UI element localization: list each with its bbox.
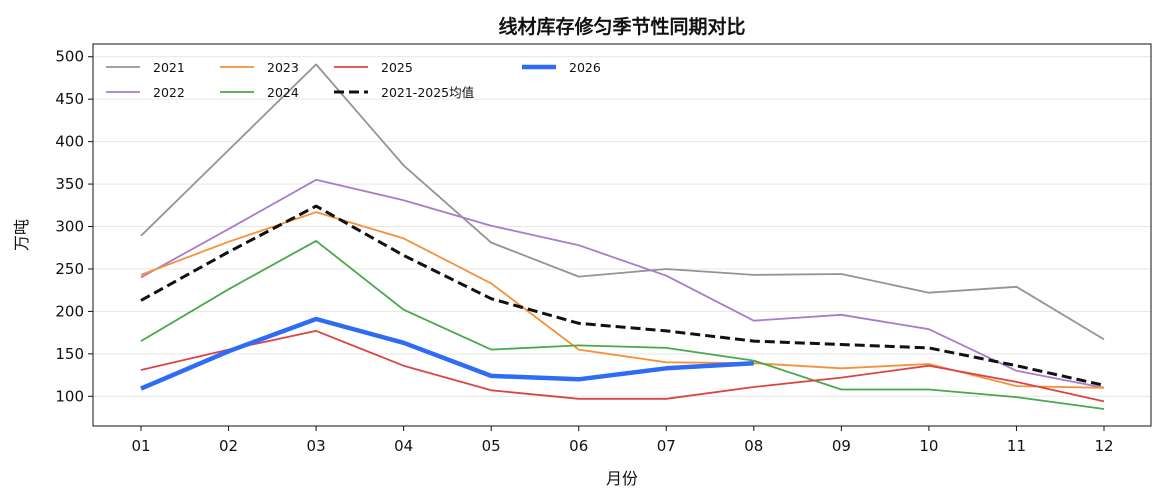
legend-label: 2025 [381, 60, 413, 75]
series-line-2026 [140, 316, 754, 391]
gridlines [93, 56, 1151, 397]
y-axis-label: 万吨 [12, 219, 31, 251]
x-tick-label: 05 [482, 437, 501, 455]
y-tick-label: 150 [55, 345, 84, 363]
y-axis: 100 150 200 250 300 350 400 450 500 [55, 48, 93, 405]
series-line-2025 [140, 329, 1105, 403]
series-line-2024 [140, 239, 1105, 410]
y-tick-label: 350 [55, 175, 84, 193]
x-tick-label: 04 [394, 437, 413, 455]
y-tick-label: 300 [55, 218, 84, 236]
x-tick-label: 09 [832, 437, 851, 455]
legend-label: 2023 [267, 60, 299, 75]
y-tick-label: 200 [55, 302, 84, 320]
x-tick-label: 03 [307, 437, 326, 455]
x-tick-label: 06 [569, 437, 588, 455]
x-tick-label: 10 [919, 437, 938, 455]
series-line-2021 [140, 63, 1105, 341]
legend: 2021 2022 2023 2024 2025 2021-2025均值 2026 [106, 60, 601, 100]
x-tick-label: 11 [1007, 437, 1026, 455]
x-tick-label: 07 [657, 437, 676, 455]
series-lines [140, 63, 1105, 410]
legend-label: 2021-2025均值 [381, 85, 474, 100]
plot-area-frame [92, 43, 1152, 427]
legend-label: 2021 [153, 60, 185, 75]
legend-label: 2026 [569, 60, 601, 75]
x-tick-label: 08 [744, 437, 763, 455]
x-tick-label: 01 [131, 437, 150, 455]
legend-label: 2022 [153, 85, 185, 100]
series-line-2022 [140, 178, 1105, 389]
x-axis-label: 月份 [606, 469, 638, 488]
y-tick-label: 500 [55, 48, 84, 66]
y-tick-label: 100 [55, 387, 84, 405]
chart-title: 线材库存修匀季节性同期对比 [498, 15, 745, 38]
y-tick-label: 400 [55, 133, 84, 151]
x-axis: 01 02 03 04 05 06 07 08 09 10 11 12 [131, 426, 1114, 455]
legend-label: 2024 [267, 85, 299, 100]
y-tick-label: 450 [55, 90, 84, 108]
x-tick-label: 02 [219, 437, 238, 455]
x-tick-label: 12 [1094, 437, 1113, 455]
y-tick-label: 250 [55, 260, 84, 278]
series-line-2021-2025均值 [140, 204, 1105, 387]
